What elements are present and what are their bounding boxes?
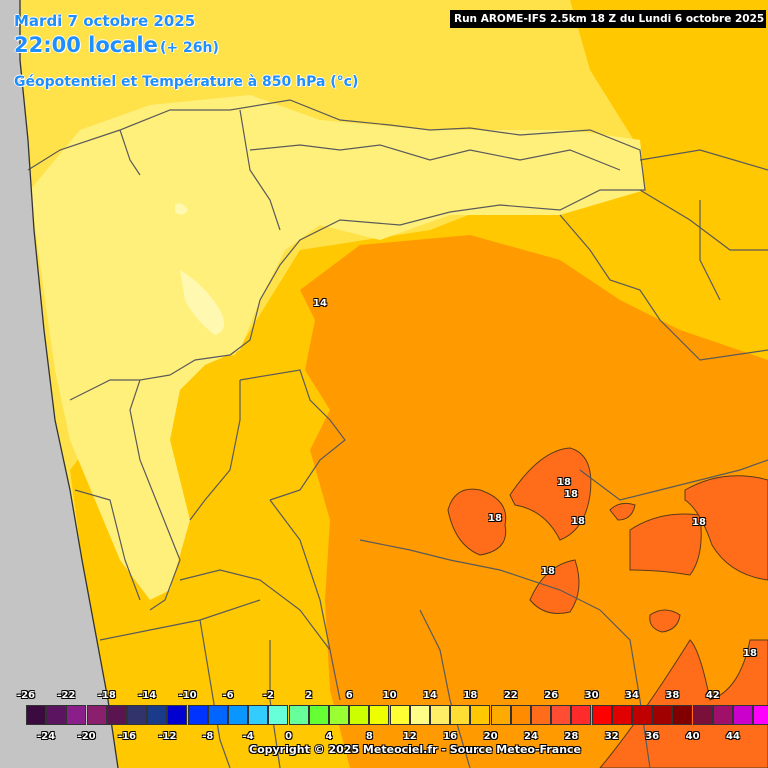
legend-tick-label: -6 [222, 690, 234, 701]
contour-label: 18 [571, 516, 585, 527]
sea [0, 0, 118, 768]
legend-tick-label: 0 [285, 731, 293, 742]
legend-tick-label: 34 [625, 690, 639, 701]
t12-region [30, 95, 645, 600]
legend-tick-label: 2 [305, 690, 313, 701]
legend-tick-label: 30 [584, 690, 599, 701]
contour-label: 18 [488, 513, 502, 524]
legend-swatch [26, 705, 46, 725]
copyright-credit: Copyright © 2025 Meteociel.fr - Source M… [249, 743, 582, 756]
legend-swatch [632, 705, 652, 725]
contour-label: 18 [743, 648, 757, 659]
legend-swatch [672, 705, 693, 725]
legend-swatch [470, 705, 491, 725]
legend-swatch [652, 705, 673, 725]
legend-tick-label: -24 [37, 731, 56, 742]
legend-swatch [308, 705, 329, 725]
forecast-variable: Géopotentiel et Température à 850 hPa (°… [14, 74, 359, 90]
legend-tick-label: 22 [503, 690, 518, 701]
legend-tick-label: 10 [382, 690, 397, 701]
legend-swatch [329, 705, 349, 725]
legend-tick-label: -18 [97, 690, 116, 701]
legend-swatch [66, 705, 87, 725]
contour-label: 18 [692, 517, 706, 528]
legend-tick-label: 20 [483, 731, 498, 742]
legend-swatch [127, 705, 147, 725]
contour-label: 14 [313, 298, 327, 309]
legend-tick-label: 6 [345, 690, 353, 701]
legend-swatch [369, 705, 390, 725]
legend-tick-label: -22 [57, 690, 76, 701]
contour-label: 18 [557, 477, 571, 488]
legend-tick-label: 4 [325, 731, 333, 742]
legend-tick-label: -20 [77, 731, 96, 742]
legend-tick-label: 42 [705, 690, 720, 701]
legend-swatch [409, 705, 430, 725]
coastline [19, 0, 119, 768]
legend-swatch [490, 705, 511, 725]
legend-swatch [147, 705, 168, 725]
legend-swatch [167, 705, 188, 725]
legend-swatch [187, 705, 208, 725]
contour-label: 18 [564, 489, 578, 500]
legend-swatch [86, 705, 107, 725]
legend-tick-label: -12 [158, 731, 177, 742]
legend-tick-label: -14 [138, 690, 157, 701]
legend-swatch [389, 705, 410, 725]
legend-swatch [248, 705, 269, 725]
legend-tick-label: 38 [665, 690, 680, 701]
forecast-date: Mardi 7 octobre 2025 [14, 12, 196, 30]
forecast-lead-time: (+ 26h) [160, 40, 219, 56]
legend-swatch [510, 705, 531, 725]
legend-swatch [430, 705, 450, 725]
legend-swatch [551, 705, 572, 725]
legend-swatch [753, 705, 768, 725]
legend-tick-label: 32 [604, 731, 619, 742]
legend-tick-label: -8 [202, 731, 214, 742]
legend-swatch [692, 705, 713, 725]
legend-swatch [591, 705, 612, 725]
legend-tick-label: 14 [423, 690, 437, 701]
legend-swatch [531, 705, 551, 725]
legend-swatch [106, 705, 127, 725]
legend-swatch [450, 705, 471, 725]
legend-tick-label: 16 [443, 731, 458, 742]
legend-swatch [571, 705, 592, 725]
legend-tick-label: -4 [242, 731, 254, 742]
legend-swatch [268, 705, 289, 725]
forecast-time: 22:00 locale [14, 33, 158, 57]
legend-swatch [288, 705, 309, 725]
legend-swatch [733, 705, 753, 725]
contour-label: 18 [541, 566, 555, 577]
legend-tick-label: 40 [685, 731, 700, 742]
t20-patches [447, 447, 768, 768]
legend-swatch [46, 705, 67, 725]
legend-tick-label: 44 [726, 731, 740, 742]
legend-tick-label: -16 [117, 731, 137, 742]
legend-tick-label: 24 [524, 731, 538, 742]
legend-swatch [611, 705, 632, 725]
legend-tick-label: -26 [16, 690, 36, 701]
legend-tick-label: -10 [178, 690, 197, 701]
legend-tick-label: -2 [262, 690, 274, 701]
legend-swatch [228, 705, 248, 725]
legend-tick-label: 28 [564, 731, 579, 742]
legend-tick-label: 18 [463, 690, 478, 701]
legend-swatch [207, 705, 228, 725]
legend-tick-label: 8 [365, 731, 373, 742]
legend-swatch [712, 705, 733, 725]
legend-tick-label: 36 [645, 731, 660, 742]
legend-swatch [349, 705, 370, 725]
t10-patches [175, 203, 224, 335]
legend-tick-label: 12 [402, 731, 417, 742]
legend-tick-label: 26 [544, 690, 559, 701]
model-run-banner: Run AROME-IFS 2.5km 18 Z du Lundi 6 octo… [450, 10, 766, 28]
